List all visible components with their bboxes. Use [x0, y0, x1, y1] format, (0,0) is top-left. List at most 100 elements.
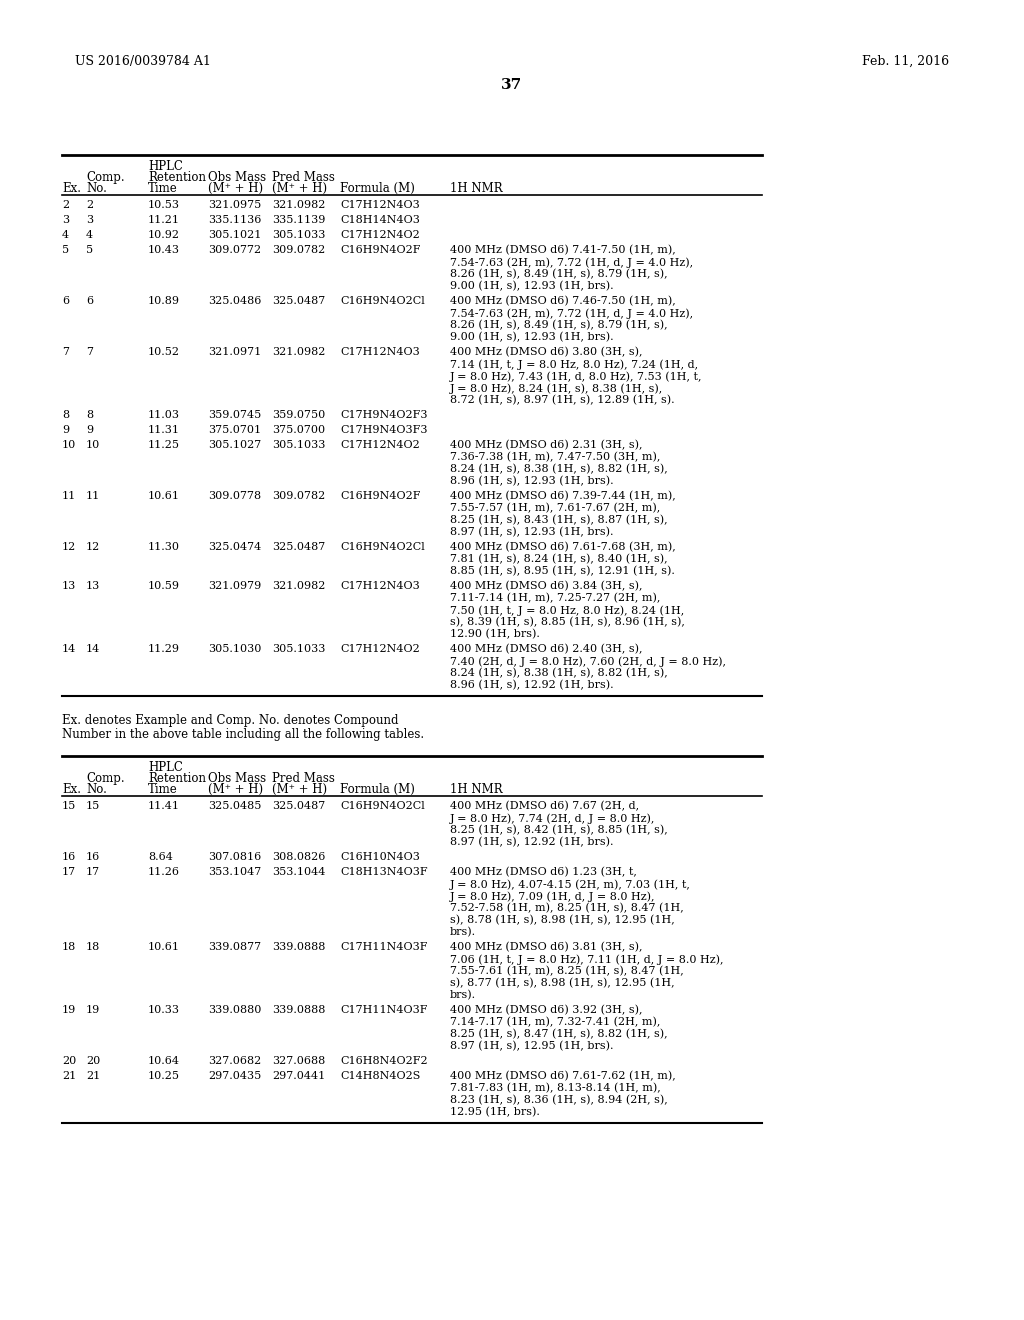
Text: 10.61: 10.61: [148, 491, 180, 502]
Text: 9.00 (1H, s), 12.93 (1H, brs).: 9.00 (1H, s), 12.93 (1H, brs).: [450, 281, 613, 292]
Text: C18H14N4O3: C18H14N4O3: [340, 215, 420, 224]
Text: Ex. denotes Example and Comp. No. denotes Compound: Ex. denotes Example and Comp. No. denote…: [62, 714, 398, 727]
Text: 7.14 (1H, t, J = 8.0 Hz, 8.0 Hz), 7.24 (1H, d,: 7.14 (1H, t, J = 8.0 Hz, 8.0 Hz), 7.24 (…: [450, 359, 698, 370]
Text: 10.89: 10.89: [148, 296, 180, 306]
Text: 321.0982: 321.0982: [272, 347, 326, 356]
Text: 16: 16: [86, 851, 100, 862]
Text: 12: 12: [62, 543, 76, 552]
Text: 325.0487: 325.0487: [272, 801, 326, 810]
Text: Pred Mass: Pred Mass: [272, 772, 335, 785]
Text: 10.33: 10.33: [148, 1005, 180, 1015]
Text: 8.96 (1H, s), 12.93 (1H, brs).: 8.96 (1H, s), 12.93 (1H, brs).: [450, 477, 613, 486]
Text: 15: 15: [86, 801, 100, 810]
Text: 400 MHz (DMSO d6) 2.31 (3H, s),: 400 MHz (DMSO d6) 2.31 (3H, s),: [450, 440, 642, 450]
Text: 1H NMR: 1H NMR: [450, 182, 503, 195]
Text: 11.41: 11.41: [148, 801, 180, 810]
Text: 8.96 (1H, s), 12.92 (1H, brs).: 8.96 (1H, s), 12.92 (1H, brs).: [450, 680, 613, 690]
Text: 8.64: 8.64: [148, 851, 173, 862]
Text: (M⁺ + H): (M⁺ + H): [208, 182, 263, 195]
Text: 339.0877: 339.0877: [208, 942, 261, 952]
Text: 8: 8: [62, 411, 70, 420]
Text: 400 MHz (DMSO d6) 7.67 (2H, d,: 400 MHz (DMSO d6) 7.67 (2H, d,: [450, 801, 639, 812]
Text: C16H9N4O2F: C16H9N4O2F: [340, 491, 421, 502]
Text: 375.0700: 375.0700: [272, 425, 326, 436]
Text: 17: 17: [62, 867, 76, 876]
Text: Number in the above table including all the following tables.: Number in the above table including all …: [62, 729, 424, 741]
Text: Formula (M): Formula (M): [340, 182, 415, 195]
Text: 305.1033: 305.1033: [272, 230, 326, 240]
Text: 309.0782: 309.0782: [272, 491, 326, 502]
Text: 12: 12: [86, 543, 100, 552]
Text: 7.54-7.63 (2H, m), 7.72 (1H, d, J = 4.0 Hz),: 7.54-7.63 (2H, m), 7.72 (1H, d, J = 4.0 …: [450, 308, 693, 318]
Text: 339.0880: 339.0880: [208, 1005, 261, 1015]
Text: 8.24 (1H, s), 8.38 (1H, s), 8.82 (1H, s),: 8.24 (1H, s), 8.38 (1H, s), 8.82 (1H, s)…: [450, 668, 668, 678]
Text: 6: 6: [86, 296, 93, 306]
Text: 12.90 (1H, brs).: 12.90 (1H, brs).: [450, 630, 540, 639]
Text: 308.0826: 308.0826: [272, 851, 326, 862]
Text: 21: 21: [62, 1071, 76, 1081]
Text: C17H12N4O2: C17H12N4O2: [340, 644, 420, 653]
Text: 10: 10: [86, 440, 100, 450]
Text: 2: 2: [62, 201, 70, 210]
Text: 11.29: 11.29: [148, 644, 180, 653]
Text: Comp.: Comp.: [86, 172, 125, 183]
Text: 400 MHz (DMSO d6) 3.81 (3H, s),: 400 MHz (DMSO d6) 3.81 (3H, s),: [450, 942, 642, 952]
Text: s), 8.78 (1H, s), 8.98 (1H, s), 12.95 (1H,: s), 8.78 (1H, s), 8.98 (1H, s), 12.95 (1…: [450, 915, 675, 925]
Text: 339.0888: 339.0888: [272, 1005, 326, 1015]
Text: J = 8.0 Hz), 4.07-4.15 (2H, m), 7.03 (1H, t,: J = 8.0 Hz), 4.07-4.15 (2H, m), 7.03 (1H…: [450, 879, 691, 890]
Text: 335.1136: 335.1136: [208, 215, 261, 224]
Text: 10.92: 10.92: [148, 230, 180, 240]
Text: C16H9N4O2F: C16H9N4O2F: [340, 246, 421, 255]
Text: C16H9N4O2Cl: C16H9N4O2Cl: [340, 296, 425, 306]
Text: 6: 6: [62, 296, 70, 306]
Text: C17H11N4O3F: C17H11N4O3F: [340, 942, 427, 952]
Text: 7.50 (1H, t, J = 8.0 Hz, 8.0 Hz), 8.24 (1H,: 7.50 (1H, t, J = 8.0 Hz, 8.0 Hz), 8.24 (…: [450, 605, 684, 615]
Text: 10.64: 10.64: [148, 1056, 180, 1067]
Text: 2: 2: [86, 201, 93, 210]
Text: Obs Mass: Obs Mass: [208, 172, 266, 183]
Text: 5: 5: [62, 246, 70, 255]
Text: 20: 20: [86, 1056, 100, 1067]
Text: 8: 8: [86, 411, 93, 420]
Text: 305.1033: 305.1033: [272, 440, 326, 450]
Text: 309.0778: 309.0778: [208, 491, 261, 502]
Text: 327.0688: 327.0688: [272, 1056, 326, 1067]
Text: 400 MHz (DMSO d6) 7.61-7.62 (1H, m),: 400 MHz (DMSO d6) 7.61-7.62 (1H, m),: [450, 1071, 676, 1081]
Text: (M⁺ + H): (M⁺ + H): [272, 182, 327, 195]
Text: 297.0441: 297.0441: [272, 1071, 326, 1081]
Text: 305.1027: 305.1027: [208, 440, 261, 450]
Text: 10.59: 10.59: [148, 581, 180, 591]
Text: HPLC: HPLC: [148, 160, 183, 173]
Text: 7.40 (2H, d, J = 8.0 Hz), 7.60 (2H, d, J = 8.0 Hz),: 7.40 (2H, d, J = 8.0 Hz), 7.60 (2H, d, J…: [450, 656, 726, 667]
Text: 7.14-7.17 (1H, m), 7.32-7.41 (2H, m),: 7.14-7.17 (1H, m), 7.32-7.41 (2H, m),: [450, 1016, 660, 1027]
Text: 305.1033: 305.1033: [272, 644, 326, 653]
Text: Ex.: Ex.: [62, 182, 81, 195]
Text: 8.97 (1H, s), 12.93 (1H, brs).: 8.97 (1H, s), 12.93 (1H, brs).: [450, 527, 613, 537]
Text: J = 8.0 Hz), 8.24 (1H, s), 8.38 (1H, s),: J = 8.0 Hz), 8.24 (1H, s), 8.38 (1H, s),: [450, 383, 664, 393]
Text: brs).: brs).: [450, 927, 476, 937]
Text: 400 MHz (DMSO d6) 1.23 (3H, t,: 400 MHz (DMSO d6) 1.23 (3H, t,: [450, 867, 637, 878]
Text: 7.81-7.83 (1H, m), 8.13-8.14 (1H, m),: 7.81-7.83 (1H, m), 8.13-8.14 (1H, m),: [450, 1082, 660, 1093]
Text: C17H12N4O3: C17H12N4O3: [340, 581, 420, 591]
Text: Feb. 11, 2016: Feb. 11, 2016: [862, 55, 949, 69]
Text: 11.03: 11.03: [148, 411, 180, 420]
Text: 325.0487: 325.0487: [272, 543, 326, 552]
Text: 8.97 (1H, s), 12.92 (1H, brs).: 8.97 (1H, s), 12.92 (1H, brs).: [450, 837, 613, 847]
Text: C16H9N4O2Cl: C16H9N4O2Cl: [340, 543, 425, 552]
Text: 359.0750: 359.0750: [272, 411, 326, 420]
Text: 400 MHz (DMSO d6) 2.40 (3H, s),: 400 MHz (DMSO d6) 2.40 (3H, s),: [450, 644, 642, 655]
Text: 307.0816: 307.0816: [208, 851, 261, 862]
Text: 19: 19: [62, 1005, 76, 1015]
Text: 11.31: 11.31: [148, 425, 180, 436]
Text: 400 MHz (DMSO d6) 7.46-7.50 (1H, m),: 400 MHz (DMSO d6) 7.46-7.50 (1H, m),: [450, 296, 676, 306]
Text: HPLC: HPLC: [148, 762, 183, 774]
Text: 400 MHz (DMSO d6) 7.39-7.44 (1H, m),: 400 MHz (DMSO d6) 7.39-7.44 (1H, m),: [450, 491, 676, 502]
Text: 7.55-7.61 (1H, m), 8.25 (1H, s), 8.47 (1H,: 7.55-7.61 (1H, m), 8.25 (1H, s), 8.47 (1…: [450, 966, 684, 977]
Text: 4: 4: [62, 230, 70, 240]
Text: Ex.: Ex.: [62, 783, 81, 796]
Text: 9: 9: [86, 425, 93, 436]
Text: 20: 20: [62, 1056, 76, 1067]
Text: brs).: brs).: [450, 990, 476, 1001]
Text: 400 MHz (DMSO d6) 7.61-7.68 (3H, m),: 400 MHz (DMSO d6) 7.61-7.68 (3H, m),: [450, 543, 676, 552]
Text: 353.1047: 353.1047: [208, 867, 261, 876]
